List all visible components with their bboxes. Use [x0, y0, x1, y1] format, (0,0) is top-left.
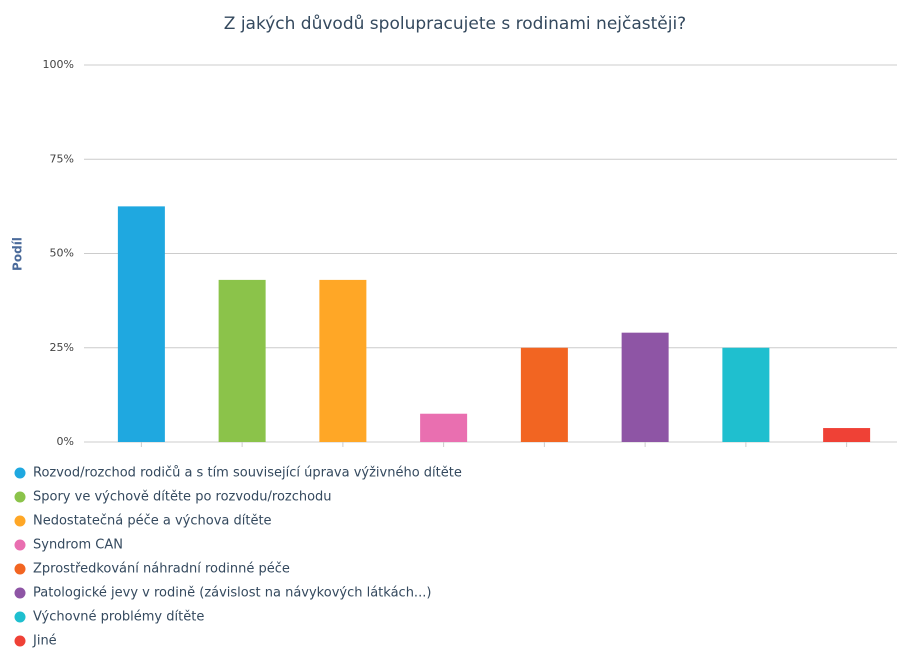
legend-marker — [14, 587, 26, 599]
legend-label: Jiné — [32, 634, 57, 649]
legend-marker — [14, 515, 26, 527]
legend-marker — [14, 539, 26, 551]
bar — [218, 279, 266, 442]
bar — [117, 206, 165, 442]
bar — [621, 332, 669, 442]
legend-label: Syndrom CAN — [33, 538, 123, 553]
y-axis-label: Podíl — [11, 237, 25, 271]
legend-label: Spory ve výchově dítěte po rozvodu/rozch… — [33, 490, 332, 505]
chart-title: Z jakých důvodů spolupracujete s rodinam… — [224, 14, 686, 34]
legend-marker — [14, 563, 26, 575]
legend-marker — [14, 635, 26, 647]
legend-label: Patologické jevy v rodině (závislost na … — [33, 586, 431, 601]
bar — [319, 279, 367, 442]
legend-marker — [14, 491, 26, 503]
y-tick-label: 100% — [43, 58, 74, 71]
legend-label: Zprostředkování náhradní rodinné péče — [33, 562, 290, 577]
legend-marker — [14, 467, 26, 479]
bar — [722, 347, 770, 442]
y-tick-label: 0% — [57, 435, 74, 448]
bar — [420, 413, 468, 442]
legend-marker — [14, 611, 26, 623]
legend-label: Nedostatečná péče a výchova dítěte — [33, 514, 272, 529]
y-tick-label: 75% — [50, 152, 74, 165]
bar — [823, 428, 871, 442]
bar — [520, 347, 568, 442]
y-tick-label: 50% — [50, 247, 74, 260]
y-tick-label: 25% — [50, 341, 74, 354]
legend-label: Výchovné problémy dítěte — [33, 610, 204, 625]
legend-label: Rozvod/rozchod rodičů a s tím souvisejíc… — [33, 466, 462, 481]
